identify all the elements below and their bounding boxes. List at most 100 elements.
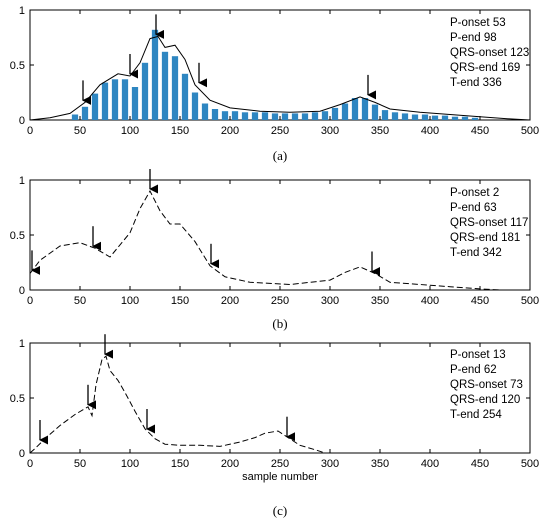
annotation-text: QRS-onset 123 — [450, 47, 529, 59]
bar-385 — [411, 114, 419, 120]
x-tick-label: 350 — [371, 458, 389, 470]
chart-panel-1: 0 50 100 150 200 250 300 350 400 450 500 0 0.5 1 P-ons… — [10, 5, 539, 163]
x-axis-label: sample number — [242, 471, 318, 483]
bar-65 — [91, 93, 99, 120]
x-tick-label: 150 — [171, 125, 189, 137]
x-tick-label: 500 — [521, 295, 539, 307]
bar-125 — [151, 29, 159, 120]
annotation-text: P-end 98 — [450, 32, 497, 44]
y-tick-label: 0.5 — [10, 60, 25, 72]
bar-45 — [71, 114, 79, 120]
curve-line — [29, 355, 326, 454]
x-tick-label: 300 — [321, 295, 339, 307]
x-tick-label: 350 — [371, 125, 389, 137]
x-tick-label: 150 — [171, 295, 189, 307]
bar-395 — [421, 114, 429, 120]
x-tick-label: 300 — [321, 458, 339, 470]
bar-55 — [81, 106, 89, 120]
bar-85 — [111, 79, 119, 120]
bar-75 — [101, 82, 109, 120]
bar-105 — [131, 87, 139, 120]
bar-285 — [311, 112, 319, 120]
bar-315 — [341, 103, 349, 120]
bar-335 — [361, 98, 369, 120]
x-tick-label: 400 — [421, 125, 439, 137]
bar-445 — [471, 117, 479, 120]
x-tick-label: 50 — [74, 295, 86, 307]
x-tick-label: 450 — [471, 458, 489, 470]
x-tick-label: 250 — [271, 295, 289, 307]
bar-205 — [231, 111, 239, 120]
annotation-text: T-end 254 — [450, 409, 502, 421]
bar-225 — [251, 112, 259, 120]
x-tick-label: 400 — [421, 295, 439, 307]
x-tick-label: 50 — [74, 125, 86, 137]
chart-panel-2: 0 50 100 150 200 250 300 350 400 450 500 0 0.5 1 P-ons… — [10, 169, 539, 331]
x-tick-label: 100 — [121, 125, 139, 137]
annotation-text: P-onset 13 — [450, 349, 506, 361]
x-tick-label: 250 — [271, 458, 289, 470]
bar-265 — [291, 113, 299, 120]
x-tick-label: 500 — [521, 125, 539, 137]
bar-325 — [351, 98, 359, 120]
x-tick-label: 50 — [74, 458, 86, 470]
x-tick-label: 300 — [321, 125, 339, 137]
chart-panel-3: 0 50 100 150 200 250 300 350 400 450 500 0 0.5 1 P-ons… — [10, 334, 539, 518]
annotation-text: T-end 342 — [450, 247, 502, 259]
bar-275 — [301, 113, 309, 120]
y-tick-label: 0 — [19, 115, 25, 127]
x-tick-label: 0 — [27, 125, 33, 137]
x-tick-label: 400 — [421, 458, 439, 470]
x-tick-label: 100 — [121, 295, 139, 307]
x-tick-label: 200 — [221, 295, 239, 307]
bar-165 — [191, 92, 199, 120]
bar-95 — [121, 79, 129, 120]
x-tick-label: 0 — [27, 295, 33, 307]
y-tick-label: 1 — [19, 338, 25, 350]
y-tick-label: 1 — [19, 5, 25, 17]
annotation-text: QRS-end 169 — [450, 62, 520, 74]
annotation-text: P-onset 2 — [450, 187, 499, 199]
y-tick-label: 1 — [19, 175, 25, 187]
bar-415 — [441, 115, 449, 120]
x-tick-label: 200 — [221, 458, 239, 470]
x-tick-label: 250 — [271, 125, 289, 137]
bar-145 — [171, 56, 179, 120]
annotation-text: QRS-end 120 — [450, 394, 520, 406]
annotation-text: QRS-onset 117 — [450, 217, 528, 229]
y-tick-label: 0.5 — [10, 393, 25, 405]
bar-355 — [381, 110, 389, 120]
y-tick-label: 0 — [19, 448, 25, 460]
bar-195 — [221, 111, 229, 120]
annotation-text: T-end 336 — [450, 77, 502, 89]
panel-caption: (a) — [273, 148, 287, 163]
x-tick-label: 450 — [471, 295, 489, 307]
bar-185 — [211, 109, 219, 120]
curve-line — [29, 189, 510, 291]
bar-435 — [461, 116, 469, 120]
x-tick-label: 0 — [27, 458, 33, 470]
annotation-text: P-end 63 — [450, 202, 497, 214]
panel-caption: (c) — [273, 503, 287, 518]
bar-345 — [371, 104, 379, 120]
bar-405 — [431, 115, 439, 120]
annotation-text: QRS-end 181 — [450, 232, 520, 244]
annotation-text: P-onset 53 — [450, 17, 506, 29]
bar-365 — [391, 112, 399, 120]
x-tick-label: 350 — [371, 295, 389, 307]
annotation-text: QRS-onset 73 — [450, 379, 523, 391]
bar-115 — [141, 62, 149, 120]
x-tick-label: 150 — [171, 458, 189, 470]
y-tick-label: 0 — [19, 285, 25, 297]
bar-245 — [271, 113, 279, 120]
bar-425 — [451, 116, 459, 120]
curve-line — [29, 35, 531, 121]
bar-175 — [201, 103, 209, 120]
bar-155 — [181, 73, 189, 120]
x-tick-label: 100 — [121, 458, 139, 470]
bar-305 — [331, 107, 339, 120]
bar-295 — [321, 111, 329, 120]
y-tick-label: 0.5 — [10, 230, 25, 242]
x-tick-label: 200 — [221, 125, 239, 137]
